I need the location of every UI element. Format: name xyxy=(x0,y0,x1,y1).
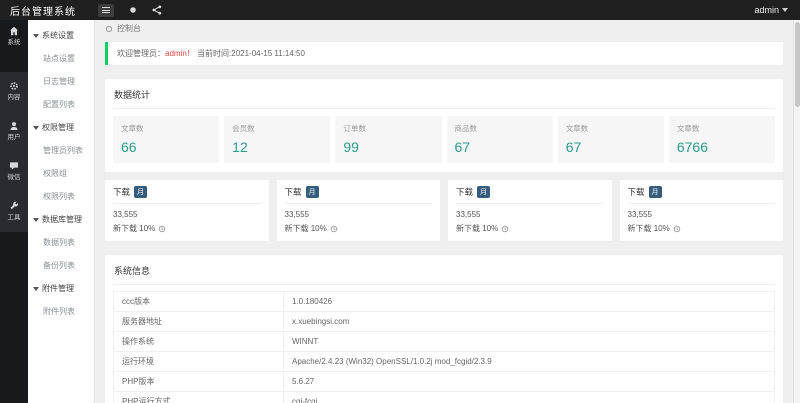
sidebar-group-system-settings[interactable]: 系统设置 xyxy=(28,24,94,47)
stat-cards-row: 文章数 66 会员数 12 订单数 99 商品数 67 文章数 67 文章数 6… xyxy=(113,116,776,163)
stats-panel: 数据统计 文章数 66 会员数 12 订单数 99 商品数 67 文章数 67 xyxy=(105,79,783,172)
caret-down-icon xyxy=(33,125,39,130)
sidebar-item-site-settings[interactable]: 站点设置 xyxy=(43,54,75,63)
download-footer: 新下载 10% xyxy=(113,224,156,233)
system-info-table: ccc版本 1.0.180426 服务器地址 x.xuebingsi.com 操作系… xyxy=(113,291,775,403)
main-content: 控制台 欢迎管理员：admin！ 当前时间:2021-04-15 11:14:5… xyxy=(95,20,793,403)
menu-toggle-button[interactable] xyxy=(98,3,114,17)
breadcrumb-item-console[interactable]: 控制台 xyxy=(117,24,141,33)
download-cards-row: 下载 月 33,555 新下载 10% 下载 月 33,555 新下载 10% xyxy=(105,180,783,241)
clock-icon xyxy=(330,225,337,232)
table-row: PHP运行方式 cgi-fcgi xyxy=(113,391,775,403)
rail-item-tools[interactable]: 工具 xyxy=(0,192,28,232)
table-row: 服务器地址 x.xuebingsi.com xyxy=(113,311,775,332)
stat-card: 文章数 66 xyxy=(113,116,220,163)
rail-item-system[interactable]: 系统 xyxy=(0,20,28,54)
sidebar-item-backup-list[interactable]: 备份列表 xyxy=(43,261,75,270)
download-value: 33,555 xyxy=(284,210,309,219)
download-footer: 新下载 10% xyxy=(627,224,670,233)
share-icon[interactable] xyxy=(152,5,162,15)
table-row: ccc版本 1.0.180426 xyxy=(113,291,775,312)
sidebar-item-config-list[interactable]: 配置列表 xyxy=(43,100,75,109)
download-value: 33,555 xyxy=(627,210,652,219)
month-badge: 月 xyxy=(477,186,491,198)
download-card-title: 下载 xyxy=(456,187,474,197)
clock-icon xyxy=(673,225,680,232)
download-card: 下载 月 33,555 新下载 10% xyxy=(448,180,612,241)
clock-icon xyxy=(501,225,509,232)
scrollbar-track[interactable] xyxy=(793,20,800,403)
sidebar-item-attachment-list[interactable]: 附件列表 xyxy=(43,307,75,316)
stat-card: 商品数 67 xyxy=(446,116,553,163)
welcome-time: 当前时间:2021-04-15 11:14:50 xyxy=(197,49,305,58)
download-footer: 新下载 10% xyxy=(284,224,327,233)
download-card: 下载 月 33,555 新下载 10% xyxy=(105,180,269,241)
download-card-title: 下载 xyxy=(627,187,645,197)
circle-icon xyxy=(105,25,113,32)
wrench-icon xyxy=(10,201,19,210)
welcome-banner: 欢迎管理员：admin！ 当前时间:2021-04-15 11:14:50 xyxy=(105,42,783,65)
sidebar-group-permission[interactable]: 权限管理 xyxy=(28,116,94,139)
month-badge: 月 xyxy=(305,186,319,198)
scrollbar-thumb[interactable] xyxy=(795,22,800,107)
chat-icon xyxy=(10,162,18,170)
rail-item-label: 内容 xyxy=(7,94,21,101)
sidebar-item-admin-list[interactable]: 管理员列表 xyxy=(43,146,83,155)
sidebar-group-database[interactable]: 数据库管理 xyxy=(28,208,94,231)
rail-item-user[interactable]: 用户 xyxy=(0,112,28,152)
download-card-title: 下载 xyxy=(284,187,302,197)
caret-down-icon xyxy=(33,217,39,222)
download-card-title: 下载 xyxy=(113,187,131,197)
user-menu[interactable]: admin xyxy=(754,5,800,15)
sidebar-item-permission-group[interactable]: 权限组 xyxy=(43,169,67,178)
topbar: 后台管理系统 admin xyxy=(0,0,800,20)
download-footer: 新下载 10% xyxy=(456,224,499,233)
home-icon xyxy=(10,26,18,36)
rail-item-label: 工具 xyxy=(7,214,21,221)
stats-panel-title: 数据统计 xyxy=(113,86,775,109)
sidebar-item-log-manage[interactable]: 日志管理 xyxy=(43,77,75,86)
stat-card: 文章数 6766 xyxy=(668,116,776,163)
app-title: 后台管理系统 xyxy=(10,6,76,18)
user-icon xyxy=(10,122,18,130)
download-value: 33,555 xyxy=(113,210,138,219)
month-badge: 月 xyxy=(134,186,148,198)
clock-icon xyxy=(158,225,166,232)
stat-card: 会员数 12 xyxy=(224,116,331,163)
sidebar: 系统设置 站点设置 日志管理 配置列表 权限管理 管理员列表 权限组 权限列表 … xyxy=(28,20,95,403)
download-card: 下载 月 33,555 新下载 10% xyxy=(276,180,440,241)
rail-item-wechat[interactable]: 微信 xyxy=(0,152,28,192)
sidebar-group-attachment[interactable]: 附件管理 xyxy=(28,277,94,300)
welcome-prefix: 欢迎管理员： xyxy=(117,49,165,58)
stat-card: 文章数 67 xyxy=(557,116,664,163)
system-info-title: 系统信息 xyxy=(113,262,775,285)
table-row: 操作系统 WINNT xyxy=(113,331,775,352)
table-row: PHP版本 5.6.27 xyxy=(113,371,775,392)
caret-down-icon xyxy=(33,33,39,38)
rail-item-content[interactable]: 内容 xyxy=(0,72,28,112)
icon-rail: 系统 内容 用户 微信 工具 xyxy=(0,20,28,403)
sidebar-item-data-list[interactable]: 数据列表 xyxy=(43,238,75,247)
rail-item-label: 系统 xyxy=(7,39,21,46)
rail-item-label: 用户 xyxy=(7,134,21,141)
rail-group: 内容 用户 微信 工具 xyxy=(0,72,28,232)
table-row: 运行环境 Apache/2.4.23 (Win32) OpenSSL/1.0.2j… xyxy=(113,351,775,372)
system-info-panel: 系统信息 ccc版本 1.0.180426 服务器地址 x.xuebingsi.co… xyxy=(105,255,783,403)
gear-icon xyxy=(10,82,18,90)
month-badge: 月 xyxy=(648,186,662,198)
download-value: 33,555 xyxy=(456,210,481,219)
sidebar-item-permission-list[interactable]: 权限列表 xyxy=(43,192,75,201)
stat-card: 订单数 99 xyxy=(335,116,442,163)
breadcrumb: 控制台 xyxy=(95,20,793,37)
caret-down-icon xyxy=(33,286,39,291)
user-name: admin xyxy=(754,5,779,15)
caret-down-icon xyxy=(782,8,788,12)
refresh-icon[interactable] xyxy=(128,5,138,15)
download-card: 下载 月 33,555 新下载 10% xyxy=(619,180,783,241)
rail-item-label: 微信 xyxy=(7,174,21,181)
welcome-admin-name: admin！ xyxy=(165,49,195,58)
